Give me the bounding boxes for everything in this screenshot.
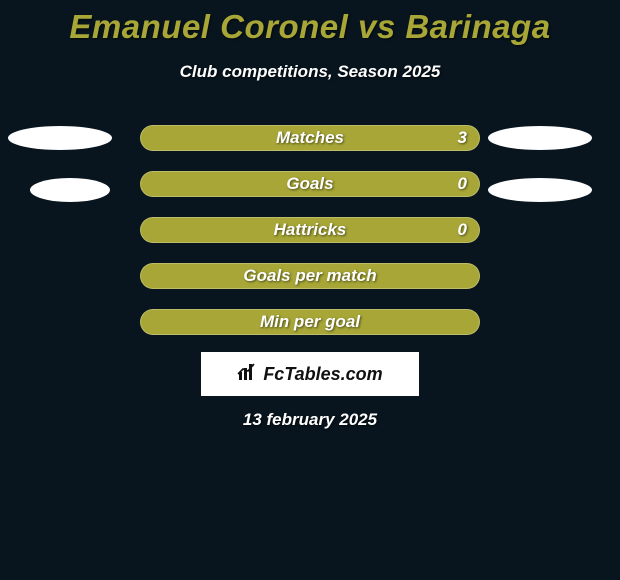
player-left-avatar-row1	[8, 126, 112, 150]
stat-label: Goals	[141, 174, 479, 194]
player-right-avatar-row2	[488, 178, 592, 202]
stat-row: Matches3	[140, 125, 480, 151]
stat-label: Goals per match	[141, 266, 479, 286]
stat-row: Min per goal	[140, 309, 480, 335]
stat-value-right: 0	[458, 174, 467, 194]
stat-label: Min per goal	[141, 312, 479, 332]
stat-row: Hattricks0	[140, 217, 480, 243]
player-left-avatar-row2	[30, 178, 110, 202]
stat-label: Hattricks	[141, 220, 479, 240]
bar-chart-icon	[237, 362, 259, 387]
comparison-card: Emanuel Coronel vs Barinaga Club competi…	[0, 0, 620, 580]
stat-row: Goals0	[140, 171, 480, 197]
stat-value-right: 3	[458, 128, 467, 148]
player-right-avatar-row1	[488, 126, 592, 150]
comparison-date: 13 february 2025	[0, 410, 620, 430]
stat-value-right: 0	[458, 220, 467, 240]
brand-badge[interactable]: FcTables.com	[201, 352, 419, 396]
stat-row: Goals per match	[140, 263, 480, 289]
page-subtitle: Club competitions, Season 2025	[0, 62, 620, 82]
brand-text: FcTables.com	[263, 364, 382, 385]
stat-label: Matches	[141, 128, 479, 148]
page-title: Emanuel Coronel vs Barinaga	[0, 8, 620, 46]
